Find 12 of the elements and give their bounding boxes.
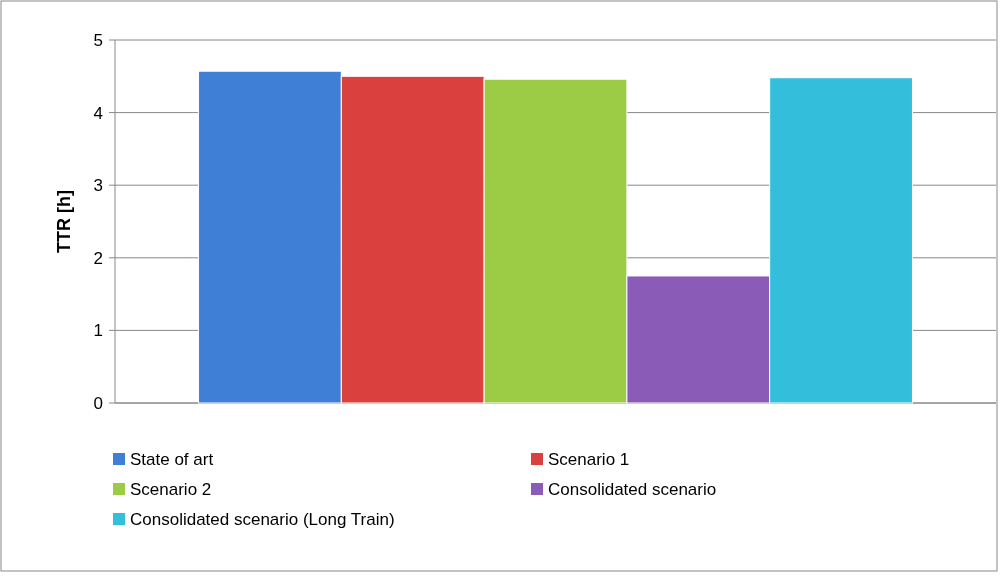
y-tick-label: 1 <box>93 321 103 341</box>
y-tick-label: 0 <box>93 393 103 413</box>
y-tick-label: 5 <box>93 30 103 50</box>
y-tick-label: 3 <box>93 176 103 196</box>
y-axis-title: TTR [h] <box>54 190 74 253</box>
legend-label: Scenario 1 <box>548 449 630 469</box>
y-tick-label: 4 <box>93 103 103 123</box>
legend-label: Consolidated scenario <box>548 479 717 499</box>
y-tick-label: 2 <box>93 248 103 268</box>
legend-label: State of art <box>130 449 214 469</box>
legend-label: Consolidated scenario (Long Train) <box>130 509 395 529</box>
legend-label: Scenario 2 <box>130 479 212 499</box>
